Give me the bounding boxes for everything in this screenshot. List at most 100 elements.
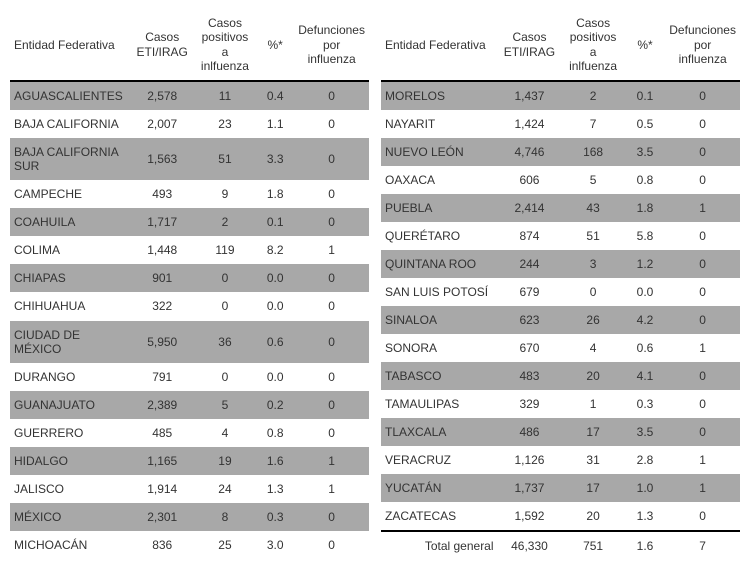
cell-pct: 3.3 bbox=[256, 138, 294, 180]
cell-p: 4 bbox=[561, 334, 624, 362]
table-row: MÉXICO2,30180.30 bbox=[10, 503, 369, 531]
cell-e: SONORA bbox=[381, 334, 498, 362]
cell-c: 670 bbox=[498, 334, 562, 362]
cell-p: 2 bbox=[561, 81, 624, 110]
cell-p: 0 bbox=[194, 292, 256, 320]
cell-pct: 0.6 bbox=[625, 334, 665, 362]
cell-pct: 1.0 bbox=[625, 474, 665, 502]
cell-d: 0 bbox=[294, 503, 369, 531]
cell-d: 0 bbox=[294, 531, 369, 559]
cell-d: 0 bbox=[665, 278, 740, 306]
cell-p: 23 bbox=[194, 110, 256, 138]
cell-p: 1 bbox=[561, 390, 624, 418]
table-row: PUEBLA2,414431.81 bbox=[381, 194, 740, 222]
cell-p: 2 bbox=[194, 208, 256, 236]
table-row: COAHUILA1,71720.10 bbox=[10, 208, 369, 236]
table-row: TAMAULIPAS32910.30 bbox=[381, 390, 740, 418]
table-row: TABASCO483204.10 bbox=[381, 362, 740, 390]
hdr-pct: %* bbox=[625, 10, 665, 81]
cell-pct: 0.5 bbox=[625, 110, 665, 138]
cell-c: 606 bbox=[498, 166, 562, 194]
table-row: SAN LUIS POTOSÍ67900.00 bbox=[381, 278, 740, 306]
table-row: ZACATECAS1,592201.30 bbox=[381, 502, 740, 531]
cell-p: 20 bbox=[561, 502, 624, 531]
cell-d: 0 bbox=[665, 502, 740, 531]
cell-p: 9 bbox=[194, 180, 256, 208]
table-row: OAXACA60650.80 bbox=[381, 166, 740, 194]
cell-c: 5,950 bbox=[131, 321, 194, 363]
cell-p: 0 bbox=[194, 363, 256, 391]
cell-e: QUINTANA ROO bbox=[381, 250, 498, 278]
cell-p: 43 bbox=[561, 194, 624, 222]
table-row: NAYARIT1,42470.50 bbox=[381, 110, 740, 138]
cell-pct: 0.0 bbox=[256, 264, 294, 292]
cell-p: 5 bbox=[561, 166, 624, 194]
cell-e: NAYARIT bbox=[381, 110, 498, 138]
cell-c: 483 bbox=[498, 362, 562, 390]
cell-d: 0 bbox=[665, 250, 740, 278]
cell-d: 0 bbox=[294, 81, 369, 110]
cell-d: 0 bbox=[665, 418, 740, 446]
table-row: GUERRERO48540.80 bbox=[10, 419, 369, 447]
cell-p: 4 bbox=[194, 419, 256, 447]
cell-pct: 0.1 bbox=[256, 208, 294, 236]
cell-c: 244 bbox=[498, 250, 562, 278]
cell-e: DURANGO bbox=[10, 363, 131, 391]
cell-d: 1 bbox=[665, 446, 740, 474]
cell-pct: 0.2 bbox=[256, 391, 294, 419]
cell-d: 0 bbox=[665, 390, 740, 418]
cell-e: AGUASCALIENTES bbox=[10, 81, 131, 110]
cell-d: 0 bbox=[294, 208, 369, 236]
left-tbody: AGUASCALIENTES2,578110.40BAJA CALIFORNIA… bbox=[10, 81, 369, 560]
cell-c: 1,914 bbox=[131, 475, 194, 503]
cell-c: 1,563 bbox=[131, 138, 194, 180]
cell-d: 1 bbox=[294, 447, 369, 475]
cell-pct: 1.1 bbox=[256, 110, 294, 138]
cell-pct: 1.6 bbox=[256, 447, 294, 475]
cell-d: 1 bbox=[665, 334, 740, 362]
cell-pct: 4.2 bbox=[625, 306, 665, 334]
cell-e: SINALOA bbox=[381, 306, 498, 334]
cell-p: 5 bbox=[194, 391, 256, 419]
cell-d: 0 bbox=[294, 138, 369, 180]
total-cell-p: 751 bbox=[561, 531, 624, 560]
cell-c: 901 bbox=[131, 264, 194, 292]
cell-e: TLAXCALA bbox=[381, 418, 498, 446]
table-row: HIDALGO1,165191.61 bbox=[10, 447, 369, 475]
hdr-cases-pos: Casos positivos a inlfuenza bbox=[194, 10, 256, 81]
cell-c: 1,126 bbox=[498, 446, 562, 474]
cell-d: 0 bbox=[294, 264, 369, 292]
hdr-entity: Entidad Federativa bbox=[10, 10, 131, 81]
hdr-cases-eti: Casos ETI/IRAG bbox=[131, 10, 194, 81]
cell-p: 7 bbox=[561, 110, 624, 138]
hdr-cases-pos: Casos positivos a inlfuenza bbox=[561, 10, 624, 81]
cell-e: MÉXICO bbox=[10, 503, 131, 531]
cell-d: 0 bbox=[294, 110, 369, 138]
cell-d: 1 bbox=[294, 236, 369, 264]
cell-e: ZACATECAS bbox=[381, 502, 498, 531]
cell-pct: 0.0 bbox=[256, 363, 294, 391]
cell-d: 1 bbox=[294, 475, 369, 503]
cell-e: COAHUILA bbox=[10, 208, 131, 236]
cell-p: 3 bbox=[561, 250, 624, 278]
table-row: TLAXCALA486173.50 bbox=[381, 418, 740, 446]
table-row: AGUASCALIENTES2,578110.40 bbox=[10, 81, 369, 110]
left-table: Entidad Federativa Casos ETI/IRAG Casos … bbox=[10, 10, 369, 560]
cell-e: HIDALGO bbox=[10, 447, 131, 475]
cell-c: 485 bbox=[131, 419, 194, 447]
cell-e: YUCATÁN bbox=[381, 474, 498, 502]
cell-e: PUEBLA bbox=[381, 194, 498, 222]
cell-e: QUERÉTARO bbox=[381, 222, 498, 250]
right-thead: Entidad Federativa Casos ETI/IRAG Casos … bbox=[381, 10, 740, 81]
table-row: CIUDAD DE MÉXICO5,950360.60 bbox=[10, 321, 369, 363]
cell-p: 0 bbox=[561, 278, 624, 306]
cell-pct: 0.0 bbox=[256, 292, 294, 320]
cell-pct: 4.1 bbox=[625, 362, 665, 390]
cell-c: 329 bbox=[498, 390, 562, 418]
cell-c: 791 bbox=[131, 363, 194, 391]
cell-p: 8 bbox=[194, 503, 256, 531]
cell-pct: 0.6 bbox=[256, 321, 294, 363]
table-row: MICHOACÁN836253.00 bbox=[10, 531, 369, 559]
hdr-deaths: Defunciones por influenza bbox=[294, 10, 369, 81]
cell-p: 24 bbox=[194, 475, 256, 503]
